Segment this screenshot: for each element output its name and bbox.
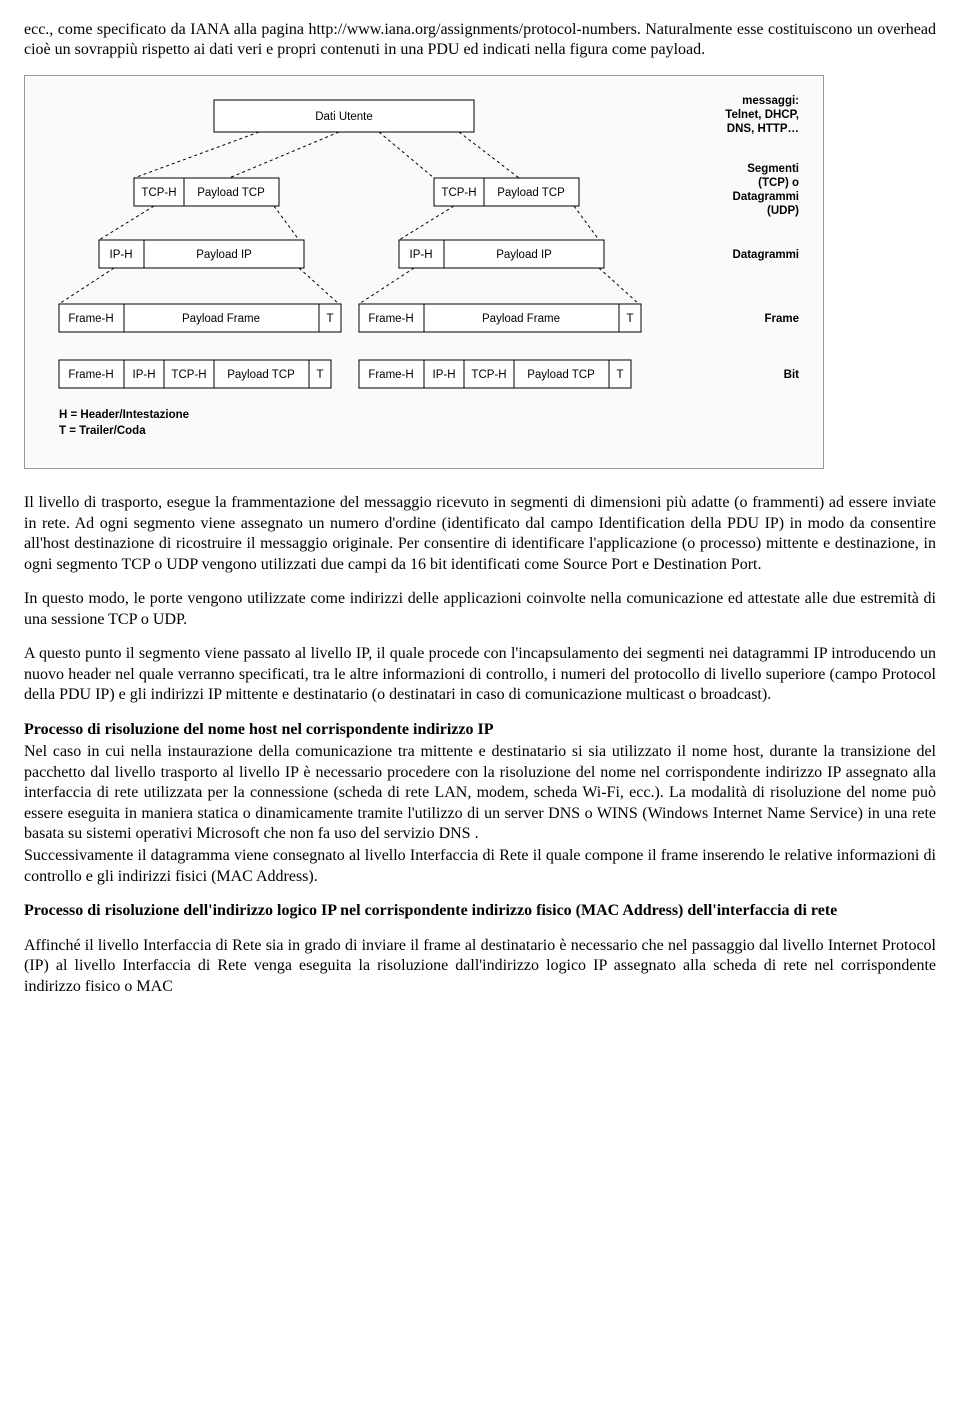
paragraph-ip: A questo punto il segmento viene passato… [24, 644, 936, 705]
paragraph-dns: Nel caso in cui nella instaurazione dell… [24, 742, 936, 844]
svg-text:TCP-H: TCP-H [471, 369, 506, 381]
svg-text:Payload TCP: Payload TCP [497, 187, 565, 199]
paragraph-ports: In questo modo, le porte vengono utilizz… [24, 589, 936, 630]
svg-text:Payload TCP: Payload TCP [197, 187, 265, 199]
svg-text:T: T [616, 369, 623, 381]
heading-arp: Processo di risoluzione dell'indirizzo l… [24, 901, 936, 921]
svg-text:(UDP): (UDP) [767, 205, 799, 217]
heading-dns: Processo di risoluzione del nome host ne… [24, 720, 936, 740]
svg-text:Frame: Frame [764, 313, 799, 325]
svg-text:Frame-H: Frame-H [368, 369, 413, 381]
svg-text:IP-H: IP-H [433, 369, 456, 381]
svg-text:Frame-H: Frame-H [68, 313, 113, 325]
svg-text:Telnet, DHCP,: Telnet, DHCP, [725, 109, 799, 121]
svg-text:Frame-H: Frame-H [68, 369, 113, 381]
svg-text:Payload Frame: Payload Frame [482, 313, 560, 325]
svg-text:TCP-H: TCP-H [441, 187, 476, 199]
svg-text:T = Trailer/Coda: T = Trailer/Coda [59, 425, 146, 437]
paragraph-transport: Il livello di trasporto, esegue la framm… [24, 493, 936, 575]
svg-text:Bit: Bit [784, 369, 800, 381]
svg-text:T: T [326, 313, 333, 325]
svg-text:Frame-H: Frame-H [368, 313, 413, 325]
svg-text:Payload IP: Payload IP [196, 249, 252, 261]
svg-text:messaggi:: messaggi: [742, 95, 799, 107]
svg-text:TCP-H: TCP-H [171, 369, 206, 381]
svg-text:Payload TCP: Payload TCP [527, 369, 595, 381]
svg-text:IP-H: IP-H [410, 249, 433, 261]
paragraph-intro: ecc., come specificato da IANA alla pagi… [24, 20, 936, 61]
svg-text:Dati Utente: Dati Utente [315, 111, 373, 123]
svg-text:Datagrammi: Datagrammi [733, 249, 799, 261]
svg-text:H = Header/Intestazione: H = Header/Intestazione [59, 409, 189, 421]
svg-text:IP-H: IP-H [110, 249, 133, 261]
svg-text:Payload IP: Payload IP [496, 249, 552, 261]
svg-text:Payload Frame: Payload Frame [182, 313, 260, 325]
encapsulation-diagram: Dati Utente messaggi: Telnet, DHCP, DNS,… [24, 75, 824, 469]
svg-text:T: T [316, 369, 323, 381]
svg-text:Payload TCP: Payload TCP [227, 369, 295, 381]
paragraph-frame: Successivamente il datagramma viene cons… [24, 846, 936, 887]
svg-text:TCP-H: TCP-H [141, 187, 176, 199]
svg-text:IP-H: IP-H [133, 369, 156, 381]
svg-text:DNS, HTTP…: DNS, HTTP… [727, 123, 799, 135]
svg-text:Segmenti: Segmenti [747, 163, 799, 175]
paragraph-arp: Affinché il livello Interfaccia di Rete … [24, 936, 936, 997]
svg-text:Datagrammi: Datagrammi [733, 191, 799, 203]
svg-text:T: T [626, 313, 633, 325]
svg-text:(TCP) o: (TCP) o [758, 177, 799, 189]
